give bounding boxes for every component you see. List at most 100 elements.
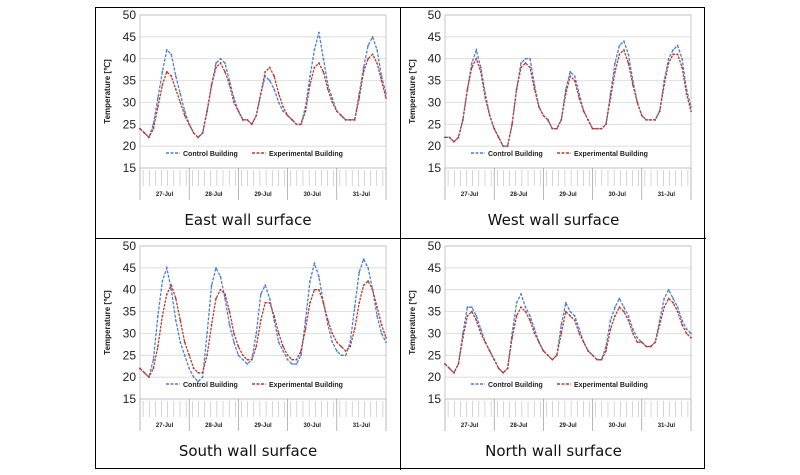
data-point (179, 341, 182, 344)
data-point (542, 350, 545, 352)
data-point (573, 79, 576, 82)
data-point (322, 70, 325, 73)
x-tick-label: 27-Jul (461, 423, 479, 429)
data-point (255, 332, 258, 335)
data-point (475, 315, 478, 317)
data-point (555, 354, 558, 357)
data-point (654, 341, 657, 344)
data-point (358, 97, 361, 99)
legend-label: Control Building (488, 151, 543, 158)
panel-caption: West wall surface (487, 211, 620, 229)
data-point (143, 371, 146, 374)
y-tick-label: 45 (428, 30, 442, 44)
data-point (663, 84, 666, 86)
x-tick-label: 27-Jul (461, 192, 479, 198)
data-point (551, 358, 554, 361)
data-point (511, 336, 513, 339)
data-point (582, 341, 585, 344)
data-point (502, 145, 505, 148)
x-tick-label: 29-Jul (254, 192, 272, 198)
data-point (529, 57, 531, 60)
data-point (376, 315, 378, 317)
data-point (591, 354, 594, 357)
legend-label: Experimental Building (269, 382, 343, 389)
data-point (578, 97, 581, 99)
data-point (524, 310, 527, 313)
y-axis-label: Temperature [℃] (408, 59, 417, 124)
data-point (309, 84, 311, 86)
y-tick-label: 45 (123, 261, 137, 275)
data-point (277, 92, 280, 95)
data-point (667, 62, 670, 64)
data-point (179, 92, 182, 95)
x-tick-label: 31-Jul (353, 423, 371, 429)
data-point (367, 280, 370, 282)
data-point (362, 258, 365, 261)
data-point (192, 367, 195, 370)
data-point (241, 119, 244, 121)
y-tick-label: 50 (428, 239, 442, 253)
data-point (228, 79, 231, 82)
data-point (286, 358, 289, 361)
data-point (295, 123, 298, 126)
x-tick-label: 28-Jul (205, 192, 223, 198)
data-point (609, 328, 612, 330)
data-point (291, 358, 293, 361)
data-point (524, 62, 527, 64)
y-tick-label: 25 (428, 117, 442, 131)
data-point (344, 119, 347, 121)
data-point (685, 328, 688, 330)
data-point (179, 319, 182, 322)
data-point (174, 319, 177, 322)
data-point (546, 119, 549, 121)
panel-caption: North wall surface (485, 442, 622, 460)
y-tick-label: 35 (428, 74, 442, 88)
y-tick-label: 20 (428, 139, 442, 153)
y-tick-label: 45 (123, 30, 137, 44)
data-point (515, 88, 518, 91)
data-point (614, 62, 616, 64)
data-point (224, 293, 226, 295)
data-point (309, 75, 311, 78)
data-point (295, 358, 298, 361)
x-tick-label: 31-Jul (658, 192, 676, 198)
data-point (371, 35, 374, 38)
control-series-line (139, 257, 387, 383)
data-point (627, 62, 630, 64)
data-point (282, 345, 285, 348)
north-chart: 15 20 25 30 35 40 45 50 Temperature [℃] 27-Jul 28-… (408, 239, 692, 431)
data-point (681, 66, 683, 69)
data-point (600, 127, 603, 130)
data-point (676, 53, 679, 56)
data-point (479, 328, 482, 330)
data-point (573, 319, 576, 322)
data-point (569, 315, 572, 317)
data-point (228, 84, 231, 86)
data-point (170, 53, 173, 56)
data-point (344, 350, 347, 352)
data-point (188, 123, 191, 126)
data-point (578, 328, 581, 330)
data-point (371, 53, 374, 56)
data-point (228, 323, 231, 326)
y-tick-label: 15 (123, 161, 137, 175)
data-point (340, 345, 343, 348)
data-point (672, 297, 675, 300)
data-point (152, 127, 155, 130)
data-point (268, 79, 271, 82)
data-point (640, 114, 643, 117)
data-point (286, 114, 289, 117)
data-point (685, 92, 688, 95)
data-point (353, 328, 356, 330)
data-point (448, 367, 451, 370)
x-tick-label: 27-Jul (156, 423, 174, 429)
data-point (578, 92, 581, 95)
data-point (277, 341, 280, 344)
data-point (165, 70, 168, 73)
data-point (569, 310, 572, 313)
panel-north: 15 20 25 30 35 40 45 50 Temperature [℃] 27-Jul 28-… (401, 239, 706, 470)
data-point (309, 280, 311, 282)
data-point (291, 119, 293, 121)
data-point (524, 306, 527, 309)
data-point (640, 341, 643, 344)
